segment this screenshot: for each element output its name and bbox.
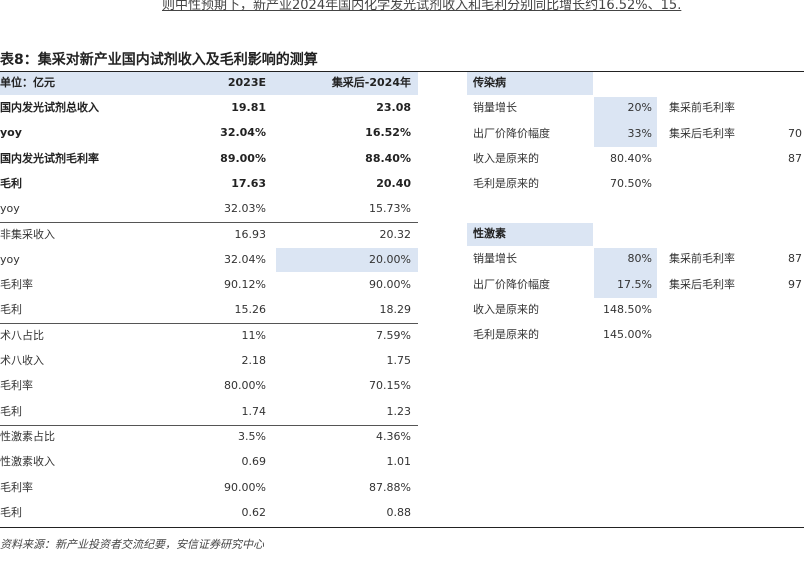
row-value-2024: 88.40% xyxy=(365,151,411,165)
row-value-2023e: 32.04% xyxy=(224,252,266,266)
infectious-label: 销量增长 xyxy=(473,101,517,115)
row-label: 毛利 xyxy=(0,303,22,317)
row-label: 国内发光试剂毛利率 xyxy=(0,151,99,165)
hormone-value: 80% xyxy=(627,252,652,266)
section-separator xyxy=(0,323,418,324)
infectious-value: 70.50% xyxy=(610,177,652,191)
row-label: 国内发光试剂总收入 xyxy=(0,101,99,114)
row-value-2024: 7.59% xyxy=(376,328,411,342)
hormone-highlight-values xyxy=(594,248,657,298)
row-label: 性激素占比 xyxy=(0,429,55,443)
row-value-2023e: 17.63 xyxy=(231,176,266,190)
row-label: yoy xyxy=(0,252,20,266)
row-label: 毛利 xyxy=(0,404,22,418)
row-value-2024: 18.29 xyxy=(379,303,412,317)
row-label: yoy xyxy=(0,202,20,216)
hormone-title: 性激素 xyxy=(473,227,506,240)
source-note: 资料来源：新产业投资者交流纪要，安信证券研究中心 xyxy=(0,538,264,551)
hormone-label: 收入是原来的 xyxy=(473,302,539,316)
hormone-label: 毛利是原来的 xyxy=(473,328,539,342)
row-value-2023e: 0.62 xyxy=(241,505,267,519)
infectious-right-label: 集采前毛利率 xyxy=(669,101,735,115)
infectious-title: 传染病 xyxy=(473,76,506,89)
row-label: 毛利率 xyxy=(0,278,33,292)
row-label: 毛利 xyxy=(0,505,22,519)
row-value-2023e: 2.18 xyxy=(241,354,267,367)
row-value-2023e: 19.81 xyxy=(231,101,266,114)
row-value-2023e: 89.00% xyxy=(220,151,266,165)
left-table-header-background xyxy=(0,72,418,95)
row-label: yoy xyxy=(0,126,22,140)
row-value-2024: 0.88 xyxy=(386,505,412,519)
row-value-2023e: 90.12% xyxy=(224,278,266,292)
infectious-label: 收入是原来的 xyxy=(473,151,539,165)
row-label: 性激素收入 xyxy=(0,455,55,469)
row-value-2024: 20.40 xyxy=(376,176,411,190)
row-label: 术八占比 xyxy=(0,328,44,342)
row-value-2024: 15.73% xyxy=(369,202,411,216)
table-title: 表8：集采对新产业国内试剂收入及毛利影响的测算 xyxy=(0,52,318,68)
table-top-rule xyxy=(0,71,804,72)
infectious-right-value: 87 xyxy=(788,151,802,165)
section-separator xyxy=(0,425,418,426)
infectious-value: 33% xyxy=(627,126,652,140)
row-value-2024: 20.00% xyxy=(369,252,411,266)
row-value-2024: 1.23 xyxy=(386,404,412,418)
hormone-value: 145.00% xyxy=(603,328,652,342)
row-value-2024: 70.15% xyxy=(369,379,411,393)
highlight-cell xyxy=(276,248,418,272)
hormone-right-value: 97 xyxy=(788,277,802,291)
row-label: 毛利率 xyxy=(0,379,33,393)
row-value-2023e: 1.74 xyxy=(241,404,267,418)
row-value-2023e: 32.04% xyxy=(220,126,266,140)
row-value-2023e: 3.5% xyxy=(238,429,266,443)
hormone-right-label: 集采后毛利率 xyxy=(669,277,735,291)
row-value-2023e: 90.00% xyxy=(224,480,266,494)
row-value-2024: 20.32 xyxy=(379,227,412,241)
row-value-2023e: 32.03% xyxy=(224,202,266,216)
infectious-right-label: 集采后毛利率 xyxy=(669,126,735,140)
row-label: 非集采收入 xyxy=(0,227,55,241)
row-label: 毛利率 xyxy=(0,480,33,494)
infectious-right-value: 70 xyxy=(788,126,802,140)
row-value-2024: 16.52% xyxy=(365,126,411,140)
infectious-value: 20% xyxy=(627,101,652,115)
row-label: 毛利 xyxy=(0,176,22,190)
hormone-label: 出厂价降价幅度 xyxy=(473,277,550,291)
row-label: 术八收入 xyxy=(0,354,44,367)
row-value-2023e: 11% xyxy=(241,328,266,342)
row-value-2023e: 80.00% xyxy=(224,379,266,393)
infectious-value: 80.40% xyxy=(610,151,652,165)
row-value-2023e: 16.93 xyxy=(234,227,267,241)
row-value-2024: 90.00% xyxy=(369,278,411,292)
infectious-label: 出厂价降价幅度 xyxy=(473,126,550,140)
header-2024: 集采后-2024年 xyxy=(331,76,411,89)
row-value-2024: 1.01 xyxy=(386,455,412,469)
row-value-2023e: 0.69 xyxy=(241,455,267,469)
hormone-value: 17.5% xyxy=(617,277,652,291)
row-value-2024: 23.08 xyxy=(376,101,411,114)
preceding-paragraph-text: 则中性预期下，新产业2024年国内化学发光试剂收入和毛利分别同比增长约16.52… xyxy=(162,0,682,13)
row-value-2024: 87.88% xyxy=(369,480,411,494)
infectious-header-background xyxy=(467,72,593,95)
hormone-right-value: 87 xyxy=(788,252,802,266)
infectious-highlight-values xyxy=(594,97,657,147)
header-2023e: 2023E xyxy=(227,76,266,89)
table-bottom-rule xyxy=(0,527,804,528)
hormone-value: 148.50% xyxy=(603,302,652,316)
row-value-2024: 4.36% xyxy=(376,429,411,443)
hormone-right-label: 集采前毛利率 xyxy=(669,252,735,266)
hormone-label: 销量增长 xyxy=(473,252,517,266)
row-value-2023e: 15.26 xyxy=(234,303,267,317)
header-unit: 单位：亿元 xyxy=(0,76,55,89)
infectious-label: 毛利是原来的 xyxy=(473,177,539,191)
section-separator xyxy=(0,222,418,223)
row-value-2024: 1.75 xyxy=(386,354,412,367)
hormone-header-background xyxy=(467,223,593,246)
